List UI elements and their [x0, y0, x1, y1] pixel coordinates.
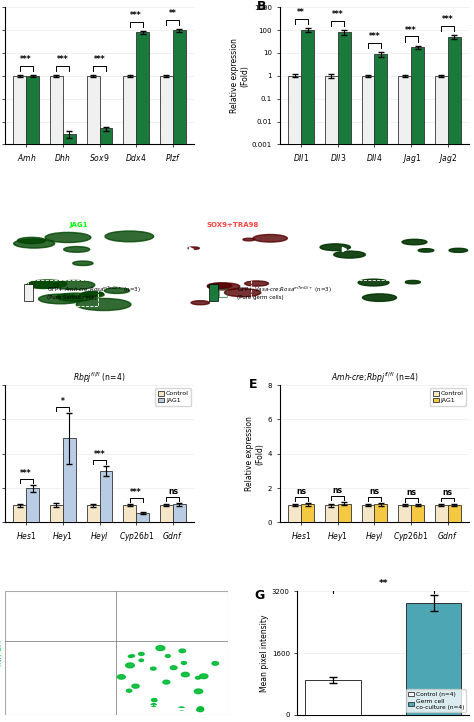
Circle shape	[194, 689, 203, 694]
Legend: Control, JAG1: Control, JAG1	[155, 388, 191, 406]
Circle shape	[64, 246, 90, 252]
Bar	[11, 680, 45, 705]
Bar	[411, 505, 424, 523]
Bar	[13, 76, 26, 722]
Text: **: **	[169, 9, 177, 18]
Text: ***: ***	[442, 15, 454, 25]
Bar	[398, 505, 411, 523]
Circle shape	[179, 707, 184, 710]
Title: $\mathit{Amh}$-$\mathit{cre}$;$\mathit{Rbpj}^{fl/fl}$ (n=4): $\mathit{Amh}$-$\mathit{cre}$;$\mathit{R…	[331, 370, 418, 385]
Circle shape	[132, 684, 139, 688]
Circle shape	[73, 261, 93, 266]
Bar	[362, 505, 374, 523]
Bar	[173, 505, 186, 523]
Circle shape	[82, 292, 103, 296]
Text: GFP+ $\mathit{Amh}$-$\mathit{cre}$;$\mathit{Rosa}^{mTmG/+}$ (n=3)
(Pure Sertoli : GFP+ $\mathit{Amh}$-$\mathit{cre}$;$\mat…	[47, 284, 141, 300]
Text: Merge: Merge	[373, 222, 398, 227]
Bar	[335, 280, 404, 306]
Circle shape	[208, 283, 232, 288]
Bar	[288, 505, 301, 523]
Title: $\mathit{Rbpj}^{fl/fl}$ (n=4): $\mathit{Rbpj}^{fl/fl}$ (n=4)	[73, 370, 126, 385]
Text: ***: ***	[20, 469, 32, 478]
Circle shape	[38, 294, 82, 304]
Bar	[136, 513, 149, 523]
Circle shape	[28, 280, 67, 288]
Circle shape	[80, 292, 104, 297]
Bar	[398, 76, 411, 722]
Circle shape	[118, 675, 125, 679]
Text: Control: Control	[48, 597, 73, 604]
Legend: Control, JAG1: Control, JAG1	[430, 388, 466, 406]
Bar	[26, 488, 39, 523]
Bar	[181, 280, 251, 306]
Y-axis label: Relative expression
(Fold): Relative expression (Fold)	[229, 38, 249, 113]
Text: ***: ***	[130, 11, 142, 19]
Bar	[173, 30, 186, 722]
Circle shape	[334, 251, 365, 258]
Bar	[301, 505, 314, 523]
Bar	[63, 438, 76, 523]
Circle shape	[76, 298, 131, 310]
Text: Germ cell co-culture: Germ cell co-culture	[137, 597, 208, 604]
Bar	[160, 76, 173, 722]
Bar	[13, 505, 26, 523]
Bar	[123, 505, 136, 523]
Circle shape	[195, 677, 201, 679]
Y-axis label: Mean pixel intensity: Mean pixel intensity	[260, 614, 269, 692]
Circle shape	[320, 244, 350, 251]
Text: ***: ***	[369, 32, 380, 41]
Bar	[411, 47, 424, 722]
Circle shape	[131, 655, 135, 657]
Bar	[406, 603, 462, 715]
Circle shape	[182, 661, 186, 664]
Circle shape	[170, 666, 177, 669]
Text: ns: ns	[369, 487, 380, 496]
Bar	[123, 680, 157, 705]
Text: G: G	[255, 589, 264, 602]
Bar	[87, 76, 100, 722]
Bar	[28, 280, 98, 306]
Circle shape	[151, 667, 156, 670]
Bar	[338, 503, 351, 523]
Circle shape	[363, 294, 396, 301]
Circle shape	[105, 231, 154, 242]
Bar	[50, 505, 63, 523]
Bar	[136, 32, 149, 722]
Circle shape	[245, 281, 269, 286]
Text: E: E	[249, 378, 258, 391]
Circle shape	[243, 238, 255, 241]
Circle shape	[156, 645, 165, 651]
Circle shape	[253, 235, 287, 242]
Bar	[100, 471, 112, 523]
Circle shape	[128, 655, 133, 658]
Bar	[338, 32, 351, 722]
Text: ***: ***	[332, 10, 344, 19]
Circle shape	[127, 690, 132, 692]
Bar	[374, 505, 387, 523]
Circle shape	[56, 293, 93, 301]
Bar	[288, 76, 301, 722]
Circle shape	[212, 661, 219, 665]
Text: SOX9+TRA98: SOX9+TRA98	[206, 222, 258, 227]
Text: □: □	[218, 287, 228, 297]
Circle shape	[449, 248, 467, 253]
Circle shape	[188, 247, 199, 249]
Text: **: **	[297, 9, 305, 17]
Circle shape	[104, 288, 129, 293]
Text: TNR-GFP: TNR-GFP	[0, 638, 3, 668]
Text: ***: ***	[405, 26, 417, 35]
Text: JAG1: JAG1	[70, 222, 88, 227]
Circle shape	[165, 655, 170, 657]
Bar	[448, 37, 461, 722]
Text: ns: ns	[443, 487, 453, 497]
Circle shape	[358, 279, 389, 286]
Circle shape	[191, 300, 210, 305]
Text: B: B	[257, 0, 266, 14]
Text: *: *	[61, 396, 65, 406]
Bar	[325, 76, 338, 722]
Text: **: **	[379, 579, 388, 588]
Circle shape	[14, 239, 55, 248]
Text: GFP+ $\mathit{Vasa}$-$\mathit{cre}$;$\mathit{Rosa}^{mTmG/+}$ (n=3)
(Pure germ ce: GFP+ $\mathit{Vasa}$-$\mathit{cre}$;$\ma…	[237, 284, 332, 300]
Bar	[305, 680, 361, 715]
Circle shape	[207, 283, 240, 290]
